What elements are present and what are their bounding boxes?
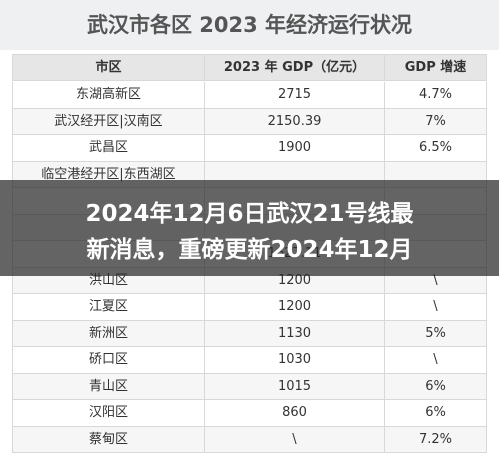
table-row: 东湖高新区 2715 4.7% bbox=[12, 82, 487, 109]
table-cell: 4.7% bbox=[385, 82, 487, 108]
overlay-line: 新消息，重磅更新2024年12月 bbox=[86, 237, 413, 263]
table-cell: 蔡甸区 bbox=[12, 426, 205, 452]
table-row: 新洲区 1130 5% bbox=[12, 320, 487, 347]
table-cell: 2715 bbox=[205, 82, 385, 108]
table-row: 硚口区 1030 \ bbox=[12, 347, 487, 374]
table-cell: 6% bbox=[385, 373, 487, 399]
table-cell: 硚口区 bbox=[12, 347, 205, 373]
table-cell: \ bbox=[385, 347, 487, 373]
overlay-banner: 2024年12月6日武汉21号线最 新消息，重磅更新2024年12月 bbox=[0, 180, 499, 276]
table-cell: 青山区 bbox=[12, 373, 205, 399]
table-cell: 江夏区 bbox=[12, 294, 205, 320]
table-row: 江夏区 1200 \ bbox=[12, 294, 487, 321]
table-cell: 1030 bbox=[205, 347, 385, 373]
header-cell: 市区 bbox=[12, 55, 205, 80]
table-cell: 1200 bbox=[205, 294, 385, 320]
table-cell: 2150.39 bbox=[205, 108, 385, 134]
table-cell: 7% bbox=[385, 108, 487, 134]
table-cell: 东湖高新区 bbox=[12, 82, 205, 108]
table-cell: \ bbox=[385, 294, 487, 320]
overlay-line: 2024年12月6日武汉21号线最 bbox=[85, 201, 414, 227]
table-cell: \ bbox=[385, 267, 487, 293]
table-cell: 武昌区 bbox=[12, 135, 205, 161]
table-cell: 新洲区 bbox=[12, 320, 205, 346]
table-cell: 1900 bbox=[205, 135, 385, 161]
title: 武汉市各区 2023 年经济运行状况 bbox=[0, 0, 499, 50]
table-cell bbox=[205, 161, 385, 187]
table-cell: 7.2% bbox=[385, 426, 487, 452]
table-cell: 1130 bbox=[205, 320, 385, 346]
header-cell: GDP 增速 bbox=[385, 55, 487, 80]
table-cell: 6% bbox=[385, 400, 487, 426]
table-cell bbox=[385, 161, 487, 187]
table-cell: \ bbox=[205, 426, 385, 452]
table-cell: 临空港经开区|东西湖区 bbox=[12, 161, 205, 187]
table-cell: 1015 bbox=[205, 373, 385, 399]
table-cell: 1200 bbox=[205, 267, 385, 293]
header-cell: 2023 年 GDP（亿元） bbox=[205, 55, 385, 80]
table-cell: 洪山区 bbox=[12, 267, 205, 293]
table-cell: 武汉经开区|汉南区 bbox=[12, 108, 205, 134]
table-cell: 汉阳区 bbox=[12, 400, 205, 426]
table-cell: 6.5% bbox=[385, 135, 487, 161]
table-row: 武昌区 1900 6.5% bbox=[12, 135, 487, 162]
table-cell: 860 bbox=[205, 400, 385, 426]
header-row: 市区 2023 年 GDP（亿元） GDP 增速 bbox=[12, 54, 487, 81]
table-cell: 5% bbox=[385, 320, 487, 346]
table-row: 青山区 1015 6% bbox=[12, 373, 487, 400]
table-row: 武汉经开区|汉南区 2150.39 7% bbox=[12, 108, 487, 135]
table-row: 汉阳区 860 6% bbox=[12, 400, 487, 427]
table-row: 蔡甸区 \ 7.2% bbox=[12, 426, 487, 453]
